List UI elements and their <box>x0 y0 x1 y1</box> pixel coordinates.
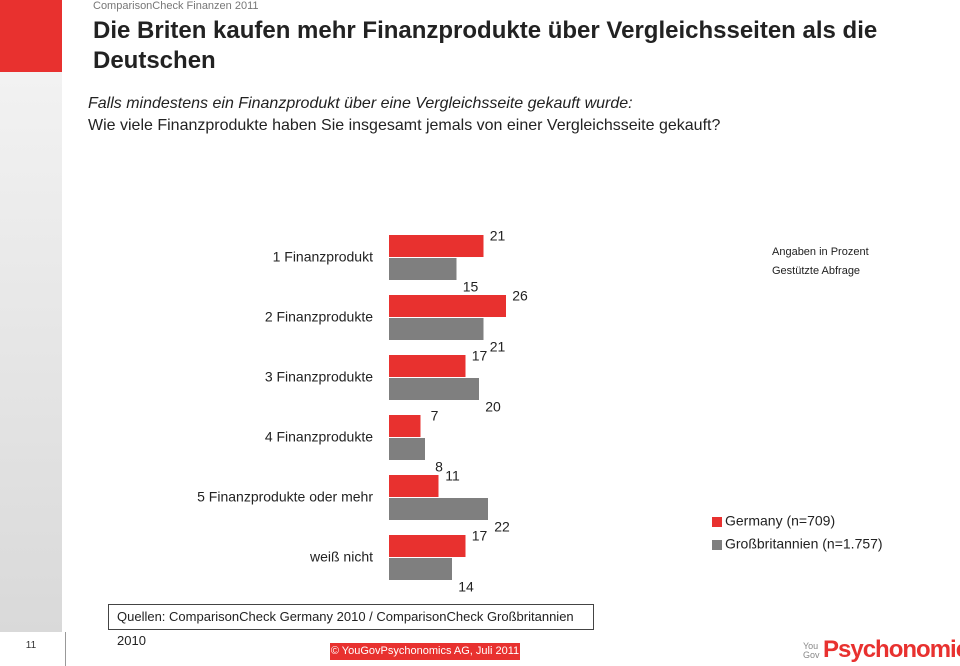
footer-divider <box>65 632 66 666</box>
page-number: 11 <box>25 640 37 651</box>
bar <box>389 535 466 557</box>
bar <box>389 498 488 520</box>
source-box: Quellen: ComparisonCheck Germany 2010 / … <box>108 604 594 648</box>
value-label: 26 <box>512 288 528 304</box>
bar <box>389 258 457 280</box>
legend-swatch <box>712 517 722 527</box>
bar <box>389 558 452 580</box>
side-decoration <box>0 72 62 632</box>
bar <box>389 438 425 460</box>
bar <box>389 235 484 257</box>
legend-label: Großbritannien (n=1.757) <box>725 536 883 552</box>
category-label: 3 Finanzprodukte <box>265 369 373 385</box>
question: Wie viele Finanzprodukte haben Sie insge… <box>88 117 721 134</box>
category-label: weiß nicht <box>309 549 373 565</box>
subtitle: Falls mindestens ein Finanzprodukt über … <box>88 95 633 112</box>
legend-label: Germany (n=709) <box>725 513 835 529</box>
bar <box>389 295 506 317</box>
value-label: 22 <box>494 519 510 535</box>
category-label: 4 Finanzprodukte <box>265 429 373 445</box>
value-label: 20 <box>485 399 501 415</box>
header-series: ComparisonCheck Finanzen 2011 <box>93 0 259 12</box>
value-label: 14 <box>458 579 474 595</box>
bar <box>389 415 421 437</box>
bar <box>389 378 479 400</box>
value-label: 15 <box>463 279 479 295</box>
bar <box>389 475 439 497</box>
bar <box>389 355 466 377</box>
category-label: 5 Finanzprodukte oder mehr <box>197 489 373 505</box>
value-label: 21 <box>490 339 506 355</box>
value-label: 17 <box>472 528 488 544</box>
logo-name: Psychonomics <box>823 636 960 663</box>
logo-prefix: YouGov <box>803 641 820 660</box>
value-label: 21 <box>490 228 506 244</box>
brand-block <box>0 0 62 72</box>
value-label: 11 <box>445 468 460 484</box>
copyright: © YouGovPsychonomics AG, Juli 2011 <box>330 643 520 660</box>
legend-swatch <box>712 540 722 550</box>
category-label: 1 Finanzprodukt <box>273 249 374 265</box>
bar <box>389 318 484 340</box>
annotation: Angaben in Prozent <box>772 246 869 258</box>
value-label: 7 <box>431 408 439 424</box>
value-label: 8 <box>435 459 443 475</box>
category-label: 2 Finanzprodukte <box>265 309 373 325</box>
value-label: 17 <box>472 348 488 364</box>
annotation: Gestützte Abfrage <box>772 265 860 277</box>
slide-title: Die Briten kaufen mehr Finanzprodukte üb… <box>93 17 878 74</box>
